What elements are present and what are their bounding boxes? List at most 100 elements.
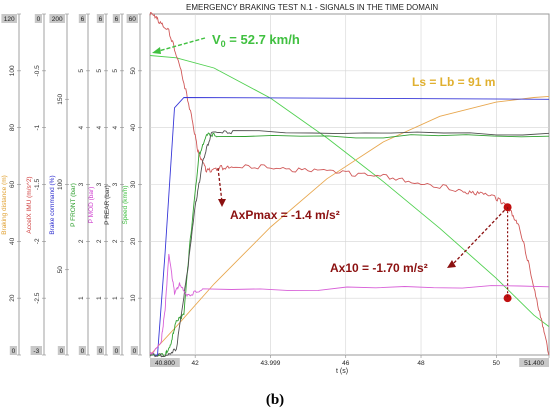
x-axis: 40.800 42 43.999 46 48 50 51.400 — [149, 355, 550, 367]
y-tick-label: 5 — [96, 69, 103, 73]
y-tick-label: 0 — [99, 348, 103, 355]
y-tick-label: 100 — [57, 179, 64, 190]
y-tick-label: 0 — [37, 16, 41, 23]
y-tick-label: 4 — [78, 125, 85, 129]
y-tick-label: -1 — [34, 124, 41, 130]
y-end-tick-box — [49, 14, 65, 23]
y-tick-label: 6 — [115, 16, 119, 23]
x-axis-label: t (s) — [336, 368, 348, 375]
series-line — [149, 132, 550, 358]
axpmax-arrow — [217, 167, 223, 203]
y-tick-label: -1.5 — [34, 179, 41, 191]
y-end-tick-box — [96, 14, 104, 23]
y-end-tick-box — [34, 14, 42, 23]
y-tick-label: -0.5 — [34, 65, 41, 77]
y-tick-label: 3 — [78, 182, 85, 186]
annotations-group: V0 = 52.7 km/h Ls = Lb = 91 m AxPmax = -1.… — [152, 32, 512, 303]
y-tick-label: 40 — [130, 124, 137, 132]
y-end-tick-box — [30, 346, 42, 355]
series-line — [149, 95, 550, 356]
y-axis: 0 1 2 3 4 5 6 P REAR (bar) — [104, 13, 124, 356]
figure-caption: (b) — [265, 392, 285, 408]
v0-arrowhead — [152, 47, 161, 54]
y-tick-label: 60 — [129, 16, 137, 23]
series-line — [150, 97, 550, 356]
x-tick-label: 46 — [342, 360, 350, 367]
distance-label: Ls = Lb = 91 m — [412, 75, 495, 89]
y-tick-label: 30 — [130, 181, 137, 189]
x-tick-label: 48 — [417, 360, 425, 367]
y-tick-label: 0 — [115, 348, 119, 355]
x-tick-label: 42 — [192, 360, 200, 367]
v0-arrow — [154, 37, 206, 53]
x-end-tick-box — [150, 358, 180, 367]
series-line — [149, 11, 550, 356]
y-tick-label: 40 — [9, 237, 16, 245]
y-axis: 0 10 20 30 40 50 60 Speed (km/h) — [122, 13, 142, 356]
y-tick-label: 200 — [52, 16, 63, 23]
v0-label: V0 = 52.7 km/h — [212, 32, 300, 49]
y-tick-label: 2 — [96, 239, 103, 243]
y-axis-label: AccelX IMU (m/s^2) — [26, 176, 33, 233]
y-tick-label: 3 — [96, 182, 103, 186]
series-line — [149, 253, 550, 356]
y-tick-label: -2 — [34, 238, 41, 244]
y-tick-label: 1 — [78, 296, 85, 300]
y-tick-label: 2 — [78, 239, 85, 243]
y-tick-label: 20 — [130, 237, 137, 245]
y-end-tick-box — [78, 14, 86, 23]
y-tick-label: 0 — [60, 348, 64, 355]
y-end-tick-box — [1, 14, 18, 23]
series-group — [149, 11, 550, 358]
y-tick-label: 1 — [96, 296, 103, 300]
y-end-tick-box — [57, 346, 65, 355]
y-end-tick-box — [96, 346, 104, 355]
y-tick-label: 50 — [57, 266, 64, 274]
grid — [150, 14, 549, 355]
ax10-label: Ax10 = -1.70 m/s² — [330, 261, 428, 275]
y-tick-label: 50 — [130, 67, 137, 75]
y-tick-label: 5 — [78, 69, 85, 73]
y-axis-label: P REAR (bar) — [104, 185, 111, 225]
series-line — [149, 55, 550, 327]
y-tick-label: 5 — [112, 69, 119, 73]
y-tick-label: 100 — [9, 65, 16, 76]
y-end-tick-box — [78, 346, 86, 355]
y-axis-label: P FRONT (bar) — [70, 183, 77, 227]
y-end-tick-box — [130, 346, 138, 355]
y-axis-label: Speed (km/h) — [122, 185, 129, 224]
axpmax-arrowhead — [218, 199, 226, 207]
y-tick-label: 150 — [57, 93, 64, 104]
y-end-tick-box — [112, 346, 120, 355]
x-tick-label: 43.999 — [260, 360, 280, 367]
y-tick-label: 80 — [9, 124, 16, 132]
y-tick-label: 6 — [99, 16, 103, 23]
ax10-arrowhead — [447, 260, 456, 268]
y-end-tick-box — [126, 14, 138, 23]
y-axis-label: Braking distance (m) — [1, 175, 8, 235]
marker-point — [503, 294, 512, 303]
y-tick-label: 0 — [81, 348, 85, 355]
y-tick-label: 4 — [112, 125, 119, 129]
y-axis: 0 20 40 60 80 100 120 Braking distance (m) — [1, 13, 21, 356]
y-tick-label: 1 — [112, 296, 119, 300]
ax10-arrow — [451, 209, 506, 266]
y-end-tick-box — [112, 14, 120, 23]
y-tick-label: 10 — [130, 294, 137, 302]
y-tick-label: 20 — [9, 294, 16, 302]
y-axis: 0 1 2 3 4 5 6 P MOD (bar) — [88, 13, 108, 356]
y-tick-label: 120 — [4, 16, 15, 23]
y-axis: -3 -2.5 -2 -1.5 -1 -0.5 0 AccelX IMU (m/s^2) — [26, 13, 46, 356]
x-tick-label: 40.800 — [155, 360, 175, 367]
y-tick-label: 3 — [112, 182, 119, 186]
y-tick-label: 4 — [96, 125, 103, 129]
y-tick-label: -3 — [33, 348, 39, 355]
y-tick-label: 60 — [9, 181, 16, 189]
series-line — [149, 130, 550, 358]
y-tick-label: 0 — [12, 348, 16, 355]
y-axis: 0 1 2 3 4 5 6 P FRONT (bar) — [70, 13, 90, 356]
axpmax-label: AxPmax = -1.4 m/s² — [230, 208, 340, 222]
y-tick-label: 6 — [81, 16, 85, 23]
